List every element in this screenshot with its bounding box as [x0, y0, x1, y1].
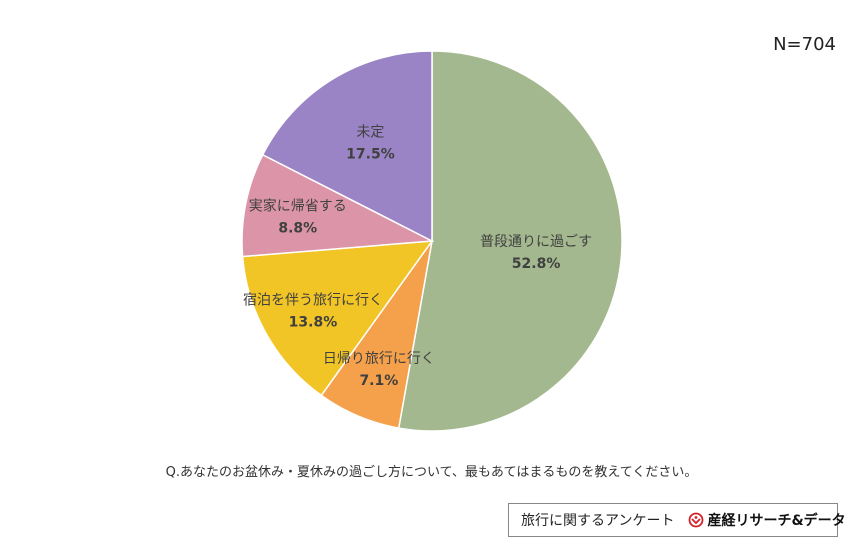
pie-slice-value: 17.5%	[346, 147, 395, 163]
brand-logo: 産経リサーチ&データ	[688, 510, 846, 530]
pie-slices	[241, 50, 623, 432]
sankei-logo-icon	[689, 512, 704, 528]
pie-labels: 普段通りに過ごす 52.8% 日帰り旅行に行く 7.1% 宿泊を伴う旅行に行く 13.8%…	[243, 125, 592, 389]
pie-slice-label: 宿泊を伴う旅行に行く	[243, 291, 383, 308]
brand-logo-text: 産経リサーチ&データ	[707, 513, 846, 529]
pie-slice-label: 日帰り旅行に行く	[323, 350, 435, 367]
pie-slice	[241, 153, 435, 258]
pie-slice-label: 未定	[356, 125, 384, 141]
survey-footer: 旅行に関するアンケート 産経リサーチ&データ	[508, 503, 846, 537]
survey-question: Q.あなたのお盆休み・夏休みの過ごし方について、最もあてはまるものを教えてくださ…	[165, 465, 698, 480]
pie-slice	[261, 50, 433, 243]
pie-slice-label: 実家に帰省する	[249, 198, 347, 215]
survey-name: 旅行に関するアンケート	[521, 513, 675, 529]
pie-slice-value: 52.8%	[512, 256, 561, 272]
pie-slice-value: 13.8%	[289, 314, 338, 330]
pie-slice-value: 8.8%	[278, 221, 317, 237]
pie-slice-value: 7.1%	[359, 373, 398, 389]
sample-size-label: N=704	[773, 34, 836, 55]
pie-slice	[397, 50, 623, 432]
pie-slice	[241, 240, 434, 397]
pie-slice-label: 普段通りに過ごす	[480, 234, 592, 250]
